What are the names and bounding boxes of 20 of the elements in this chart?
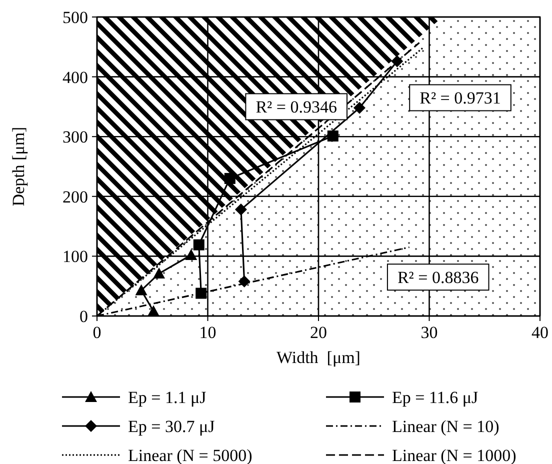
- y-axis-title: Depth [μm]: [9, 126, 28, 206]
- x-tick-label: 10: [199, 323, 216, 342]
- y-tick-label: 300: [62, 128, 88, 147]
- annotation: R² = 0.9731: [420, 88, 501, 108]
- legend-label: Ep = 11.6 μJ: [392, 388, 478, 407]
- annotation: R² = 0.9346: [256, 98, 337, 117]
- y-tick-label: 500: [62, 8, 88, 27]
- legend-label: Ep = 1.1 μJ: [128, 388, 207, 407]
- x-tick-label: 20: [310, 323, 327, 342]
- x-axis-title: Width [μm]: [276, 348, 360, 367]
- annotation: R² = 0.8836: [397, 268, 479, 288]
- y-tick-label: 200: [62, 187, 88, 206]
- x-tick-label: 30: [420, 323, 438, 342]
- y-tick-label: 100: [62, 247, 88, 266]
- legend-label: Linear (N = 10): [392, 417, 500, 436]
- y-tick-label: 400: [62, 68, 88, 87]
- x-tick-label: 0: [92, 323, 102, 342]
- y-tick-label: 0: [80, 307, 88, 326]
- x-tick-label: 40: [532, 323, 548, 342]
- legend-label: Ep = 30.7 μJ: [128, 417, 216, 436]
